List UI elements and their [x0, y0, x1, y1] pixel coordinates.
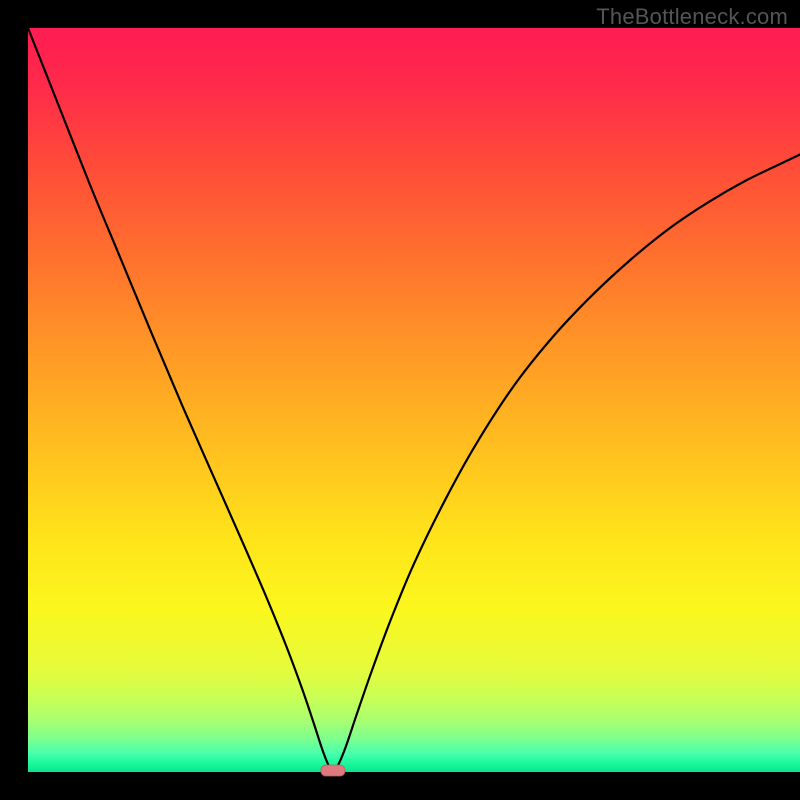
bottleneck-chart [0, 0, 800, 800]
watermark-label: TheBottleneck.com [596, 4, 788, 30]
gradient-background [28, 28, 800, 772]
chart-container: TheBottleneck.com [0, 0, 800, 800]
optimal-marker [321, 765, 345, 776]
